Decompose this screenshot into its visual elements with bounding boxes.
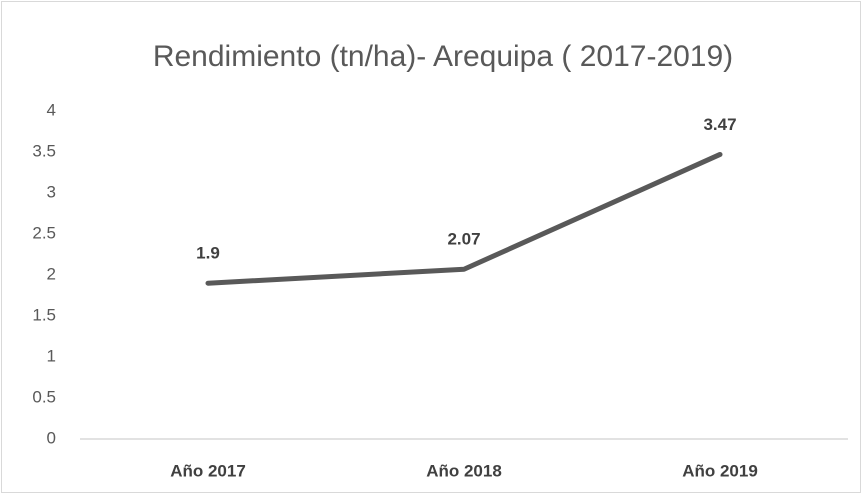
data-line bbox=[205, 151, 723, 286]
x-tick-label: Año 2017 bbox=[170, 461, 246, 480]
y-tick-label: 3.5 bbox=[32, 141, 56, 160]
chart-title: Rendimiento (tn/ha)- Arequipa ( 2017-201… bbox=[153, 40, 733, 73]
y-tick-label: 4 bbox=[47, 100, 56, 119]
data-label: 3.47 bbox=[703, 115, 736, 134]
y-tick-label: 2.5 bbox=[32, 223, 56, 242]
y-tick-label: 0.5 bbox=[32, 387, 56, 406]
y-tick-label: 0 bbox=[47, 428, 56, 447]
y-tick-label: 1 bbox=[47, 346, 56, 365]
x-tick-label: Año 2018 bbox=[426, 461, 502, 480]
data-label: 1.9 bbox=[196, 244, 220, 263]
data-label: 2.07 bbox=[447, 230, 480, 249]
y-tick-label: 2 bbox=[47, 264, 56, 283]
y-tick-label: 1.5 bbox=[32, 305, 56, 324]
x-tick-label: Año 2019 bbox=[682, 461, 758, 480]
y-tick-label: 3 bbox=[47, 182, 56, 201]
